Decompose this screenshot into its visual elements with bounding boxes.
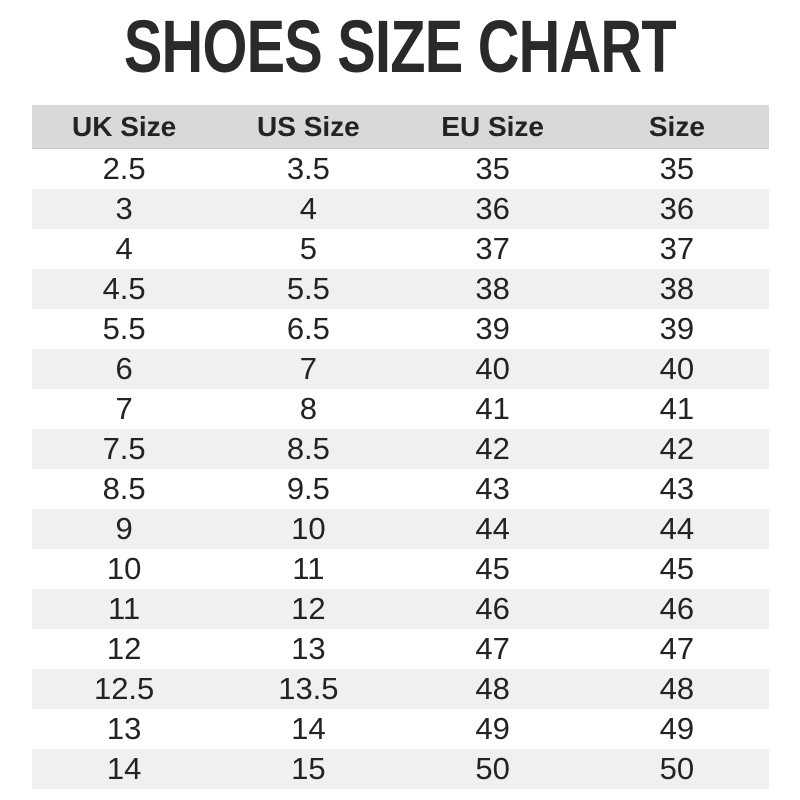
table-cell: 3 bbox=[115, 191, 133, 226]
table-cell: 4 bbox=[115, 231, 133, 266]
table-cell: 35 bbox=[659, 151, 695, 186]
table-cell: 7 bbox=[115, 391, 133, 426]
table-cell: 2.5 bbox=[102, 151, 146, 186]
table-cell: 49 bbox=[659, 711, 695, 746]
table-cell: 42 bbox=[475, 431, 510, 466]
table-cell: 35 bbox=[475, 151, 510, 186]
table-cell: 39 bbox=[659, 311, 695, 346]
table-row: 3 4 36 36 bbox=[32, 189, 769, 229]
table-cell: 15 bbox=[291, 751, 326, 786]
table-cell: 14 bbox=[291, 711, 326, 746]
table-row: 4.5 5.5 38 38 bbox=[32, 269, 769, 309]
column-header-eu-size: EU Size bbox=[400, 105, 585, 149]
table-cell: 6 bbox=[115, 351, 133, 386]
table-row: 7 8 41 41 bbox=[32, 389, 769, 429]
table-row: 5.5 6.5 39 39 bbox=[32, 309, 769, 349]
table-row: 14 15 50 50 bbox=[32, 749, 769, 789]
table-cell: 40 bbox=[475, 351, 510, 386]
table-cell: 44 bbox=[475, 511, 510, 546]
table-cell: 50 bbox=[659, 751, 695, 786]
table-cell: 37 bbox=[475, 231, 510, 266]
table-cell: 11 bbox=[292, 551, 325, 586]
table-cell: 7 bbox=[299, 351, 317, 386]
column-header-size: Size bbox=[584, 105, 769, 149]
table-cell: 38 bbox=[475, 271, 510, 306]
table-cell: 8.5 bbox=[102, 471, 146, 506]
table-row: 4 5 37 37 bbox=[32, 229, 769, 269]
table-cell: 5.5 bbox=[286, 271, 330, 306]
table-cell: 44 bbox=[659, 511, 695, 546]
table-cell: 10 bbox=[291, 511, 326, 546]
table-cell: 49 bbox=[475, 711, 510, 746]
table-header-row: UK Size US Size EU Size Size bbox=[32, 105, 769, 149]
table-cell: 45 bbox=[475, 551, 510, 586]
table-row: 7.5 8.5 42 42 bbox=[32, 429, 769, 469]
table-cell: 41 bbox=[475, 391, 510, 426]
table-cell: 36 bbox=[659, 191, 695, 226]
table-cell: 9 bbox=[115, 511, 133, 546]
table-cell: 12 bbox=[291, 591, 326, 626]
table-cell: 5 bbox=[299, 231, 317, 266]
table-row: 11 12 46 46 bbox=[32, 589, 769, 629]
table-cell: 3.5 bbox=[286, 151, 330, 186]
table-cell: 13.5 bbox=[278, 671, 339, 706]
table-cell: 43 bbox=[475, 471, 510, 506]
table-header: UK Size US Size EU Size Size bbox=[32, 105, 769, 149]
table-cell: 48 bbox=[659, 671, 695, 706]
table-cell: 9.5 bbox=[286, 471, 330, 506]
table-cell: 46 bbox=[475, 591, 510, 626]
table-cell: 37 bbox=[659, 231, 695, 266]
column-header-us-size: US Size bbox=[216, 105, 401, 149]
table-cell: 13 bbox=[291, 631, 326, 666]
table-cell: 41 bbox=[659, 391, 695, 426]
column-header-uk-size: UK Size bbox=[32, 105, 217, 149]
table-row: 12.5 13.5 48 48 bbox=[32, 669, 769, 709]
table-cell: 48 bbox=[475, 671, 510, 706]
table-cell: 46 bbox=[659, 591, 695, 626]
table-cell: 10 bbox=[106, 551, 142, 586]
size-chart-table: UK Size US Size EU Size Size 2.5 3.5 35 35 3… bbox=[32, 105, 769, 789]
table-row: 13 14 49 49 bbox=[32, 709, 769, 749]
table-row: 12 13 47 47 bbox=[32, 629, 769, 669]
table-cell: 5.5 bbox=[102, 311, 146, 346]
table-cell: 8 bbox=[299, 391, 317, 426]
title-wrap: SHOES SIZE CHART bbox=[0, 0, 800, 105]
table-row: 10 11 45 45 bbox=[32, 549, 769, 589]
table-cell: 14 bbox=[106, 751, 142, 786]
table-row: 8.5 9.5 43 43 bbox=[32, 469, 769, 509]
table-cell: 47 bbox=[659, 631, 695, 666]
table-cell: 8.5 bbox=[286, 431, 330, 466]
table-cell: 4 bbox=[299, 191, 317, 226]
table-cell: 40 bbox=[659, 351, 695, 386]
table-cell: 12 bbox=[106, 631, 142, 666]
page-title: SHOES SIZE CHART bbox=[124, 5, 677, 88]
table-row: 2.5 3.5 35 35 bbox=[32, 149, 769, 190]
table-cell: 42 bbox=[659, 431, 695, 466]
table-cell: 50 bbox=[475, 751, 510, 786]
table-cell: 43 bbox=[659, 471, 695, 506]
table-cell: 45 bbox=[659, 551, 695, 586]
table-cell: 47 bbox=[475, 631, 510, 666]
table-cell: 11 bbox=[108, 591, 141, 626]
table-cell: 36 bbox=[475, 191, 510, 226]
table-cell: 13 bbox=[106, 711, 142, 746]
table-cell: 38 bbox=[659, 271, 695, 306]
table-cell: 4.5 bbox=[102, 271, 146, 306]
table-row: 9 10 44 44 bbox=[32, 509, 769, 549]
table-cell: 12.5 bbox=[93, 671, 155, 706]
table-cell: 39 bbox=[475, 311, 510, 346]
table-row: 6 7 40 40 bbox=[32, 349, 769, 389]
table-body: 2.5 3.5 35 35 3 4 36 36 4 5 37 37 4.5 5.5 38 38 5.5 6.5 39… bbox=[32, 149, 769, 789]
table-cell: 6.5 bbox=[286, 311, 330, 346]
table-cell: 7.5 bbox=[102, 431, 146, 466]
